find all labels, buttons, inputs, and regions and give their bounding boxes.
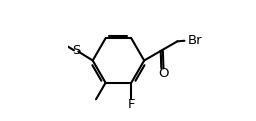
Text: Br: Br: [187, 34, 202, 47]
Text: O: O: [158, 67, 169, 80]
Text: S: S: [72, 44, 80, 57]
Text: F: F: [127, 98, 135, 111]
